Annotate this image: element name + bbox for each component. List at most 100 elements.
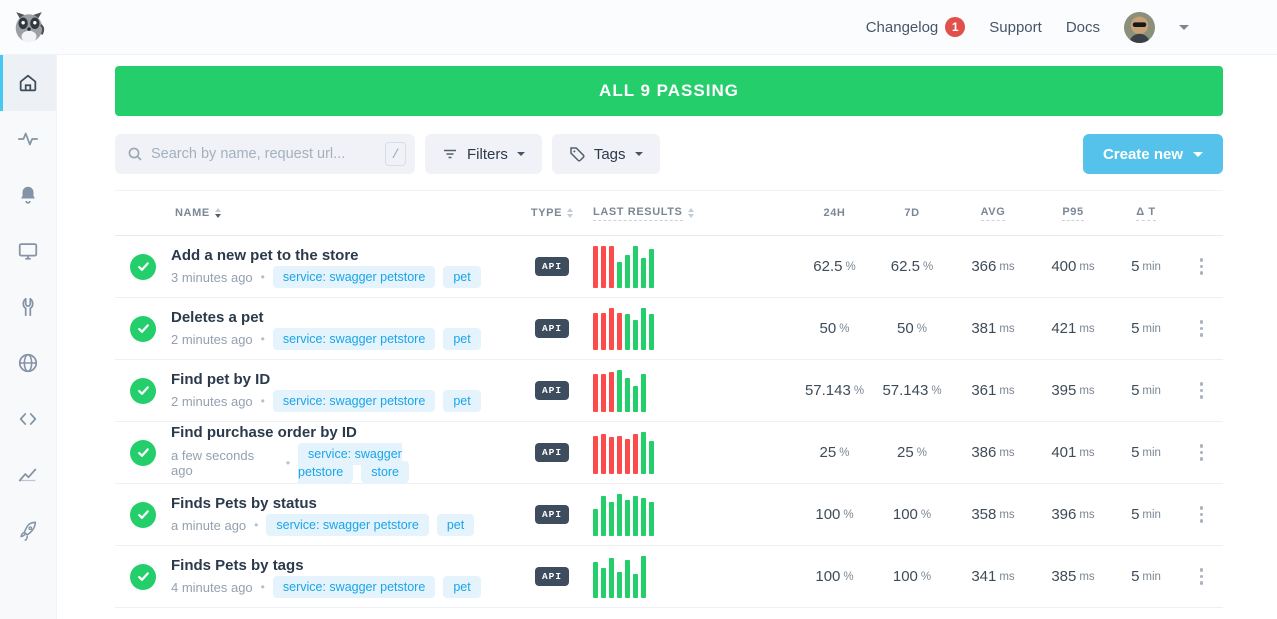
sidebar-item-maintenance-wrench[interactable] bbox=[0, 279, 56, 335]
result-bar-fail[interactable] bbox=[609, 436, 614, 474]
result-bar-pass[interactable] bbox=[633, 573, 638, 598]
tag-pill[interactable]: service: swagger petstore bbox=[272, 266, 436, 288]
column-header-delta-t[interactable]: Δ T bbox=[1112, 206, 1180, 221]
sidebar-item-home[interactable] bbox=[0, 55, 56, 111]
row-menu-kebab-button[interactable] bbox=[1196, 316, 1208, 341]
result-bar-fail[interactable] bbox=[617, 312, 622, 350]
nav-changelog[interactable]: Changelog 1 bbox=[866, 17, 966, 37]
result-bar-pass[interactable] bbox=[649, 248, 654, 288]
sidebar-item-locations-globe[interactable] bbox=[0, 335, 56, 391]
check-name[interactable]: Deletes a pet bbox=[171, 309, 264, 326]
tag-pill[interactable]: service: swagger petstore bbox=[272, 328, 436, 350]
search-input[interactable] bbox=[151, 146, 377, 162]
result-bar-pass[interactable] bbox=[593, 508, 598, 536]
last-results-bar-chart[interactable] bbox=[583, 555, 797, 598]
checkly-raccoon-logo[interactable] bbox=[12, 10, 46, 44]
column-header-avg[interactable]: AVG bbox=[952, 206, 1034, 221]
result-bar-pass[interactable] bbox=[601, 567, 606, 598]
result-bar-fail[interactable] bbox=[601, 433, 606, 474]
result-bar-fail[interactable] bbox=[633, 433, 638, 474]
table-row[interactable]: Finds Pets by tags 4 minutes ago • servi… bbox=[115, 546, 1223, 608]
result-bar-pass[interactable] bbox=[617, 369, 622, 412]
all-passing-banner[interactable]: ALL 9 PASSING bbox=[115, 66, 1223, 116]
user-menu-caret-icon[interactable] bbox=[1179, 24, 1189, 30]
row-menu-kebab-button[interactable] bbox=[1196, 502, 1208, 527]
result-bar-pass[interactable] bbox=[625, 559, 630, 598]
tag-pill[interactable]: pet bbox=[443, 266, 481, 288]
filters-button[interactable]: Filters bbox=[425, 134, 542, 174]
table-row[interactable]: Deletes a pet 2 minutes ago • service: s… bbox=[115, 298, 1223, 360]
result-bar-pass[interactable] bbox=[641, 307, 646, 350]
result-bar-fail[interactable] bbox=[617, 435, 622, 474]
sidebar-item-activity-pulse[interactable] bbox=[0, 111, 56, 167]
result-bar-pass[interactable] bbox=[609, 501, 614, 536]
last-results-bar-chart[interactable] bbox=[583, 493, 797, 536]
search-box[interactable]: / bbox=[115, 134, 415, 174]
row-menu-kebab-button[interactable] bbox=[1196, 254, 1208, 279]
result-bar-pass[interactable] bbox=[641, 373, 646, 412]
last-results-bar-chart[interactable] bbox=[583, 307, 797, 350]
column-header-p95[interactable]: P95 bbox=[1034, 206, 1112, 221]
result-bar-pass[interactable] bbox=[633, 495, 638, 536]
result-bar-pass[interactable] bbox=[617, 261, 622, 288]
result-bar-pass[interactable] bbox=[617, 571, 622, 598]
tag-pill[interactable]: store bbox=[361, 461, 410, 483]
name-sort-icon[interactable] bbox=[214, 208, 221, 218]
tags-button[interactable]: Tags bbox=[551, 134, 660, 174]
check-name[interactable]: Add a new pet to the store bbox=[171, 247, 359, 264]
table-row[interactable]: Find pet by ID 2 minutes ago • service: … bbox=[115, 360, 1223, 422]
result-bar-pass[interactable] bbox=[633, 319, 638, 350]
result-bar-pass[interactable] bbox=[649, 440, 654, 474]
nav-support[interactable]: Support bbox=[989, 19, 1042, 36]
result-bar-fail[interactable] bbox=[609, 371, 614, 412]
result-bar-pass[interactable] bbox=[641, 555, 646, 598]
result-bar-pass[interactable] bbox=[641, 497, 646, 536]
result-bar-pass[interactable] bbox=[617, 493, 622, 536]
tag-pill[interactable]: pet bbox=[443, 390, 481, 412]
result-bar-pass[interactable] bbox=[633, 385, 638, 412]
result-bar-pass[interactable] bbox=[649, 501, 654, 536]
row-menu-kebab-button[interactable] bbox=[1196, 564, 1208, 589]
result-bar-pass[interactable] bbox=[649, 313, 654, 350]
result-bar-pass[interactable] bbox=[641, 431, 646, 474]
result-bar-pass[interactable] bbox=[633, 245, 638, 288]
sidebar-item-analytics-chart[interactable] bbox=[0, 447, 56, 503]
result-bar-fail[interactable] bbox=[593, 312, 598, 350]
result-bar-pass[interactable] bbox=[609, 557, 614, 598]
result-bar-fail[interactable] bbox=[609, 307, 614, 350]
last-results-bar-chart[interactable] bbox=[583, 369, 797, 412]
result-bar-pass[interactable] bbox=[625, 313, 630, 350]
sidebar-item-quickstart-rocket[interactable] bbox=[0, 503, 56, 559]
column-header-name[interactable]: NAME bbox=[171, 207, 521, 219]
row-menu-kebab-button[interactable] bbox=[1196, 440, 1208, 465]
result-bar-fail[interactable] bbox=[593, 435, 598, 474]
last-results-sort-icon[interactable] bbox=[687, 208, 694, 218]
tag-pill[interactable]: service: swagger petstore bbox=[272, 390, 436, 412]
last-results-bar-chart[interactable] bbox=[583, 431, 797, 474]
check-name[interactable]: Finds Pets by tags bbox=[171, 557, 304, 574]
check-name[interactable]: Find purchase order by ID bbox=[171, 424, 357, 441]
column-header-type[interactable]: TYPE bbox=[521, 207, 583, 219]
check-name[interactable]: Finds Pets by status bbox=[171, 495, 317, 512]
result-bar-pass[interactable] bbox=[625, 377, 630, 412]
result-bar-fail[interactable] bbox=[601, 373, 606, 412]
result-bar-fail[interactable] bbox=[601, 245, 606, 288]
user-avatar[interactable] bbox=[1124, 11, 1155, 43]
result-bar-fail[interactable] bbox=[593, 245, 598, 288]
sidebar-item-snippets-code[interactable] bbox=[0, 391, 56, 447]
sidebar-item-dashboards-monitor[interactable] bbox=[0, 223, 56, 279]
result-bar-pass[interactable] bbox=[641, 257, 646, 288]
result-bar-pass[interactable] bbox=[601, 495, 606, 536]
nav-docs[interactable]: Docs bbox=[1066, 19, 1100, 36]
tag-pill[interactable]: service: swagger petstore bbox=[272, 576, 436, 598]
table-row[interactable]: Finds Pets by status a minute ago • serv… bbox=[115, 484, 1223, 546]
tag-pill[interactable]: pet bbox=[443, 328, 481, 350]
result-bar-fail[interactable] bbox=[625, 438, 630, 474]
last-results-bar-chart[interactable] bbox=[583, 245, 797, 288]
result-bar-fail[interactable] bbox=[609, 245, 614, 288]
table-row[interactable]: Add a new pet to the store 3 minutes ago… bbox=[115, 236, 1223, 298]
sidebar-item-alerts-bell[interactable] bbox=[0, 167, 56, 223]
tag-pill[interactable]: pet bbox=[443, 576, 481, 598]
row-menu-kebab-button[interactable] bbox=[1196, 378, 1208, 403]
check-name[interactable]: Find pet by ID bbox=[171, 371, 271, 388]
